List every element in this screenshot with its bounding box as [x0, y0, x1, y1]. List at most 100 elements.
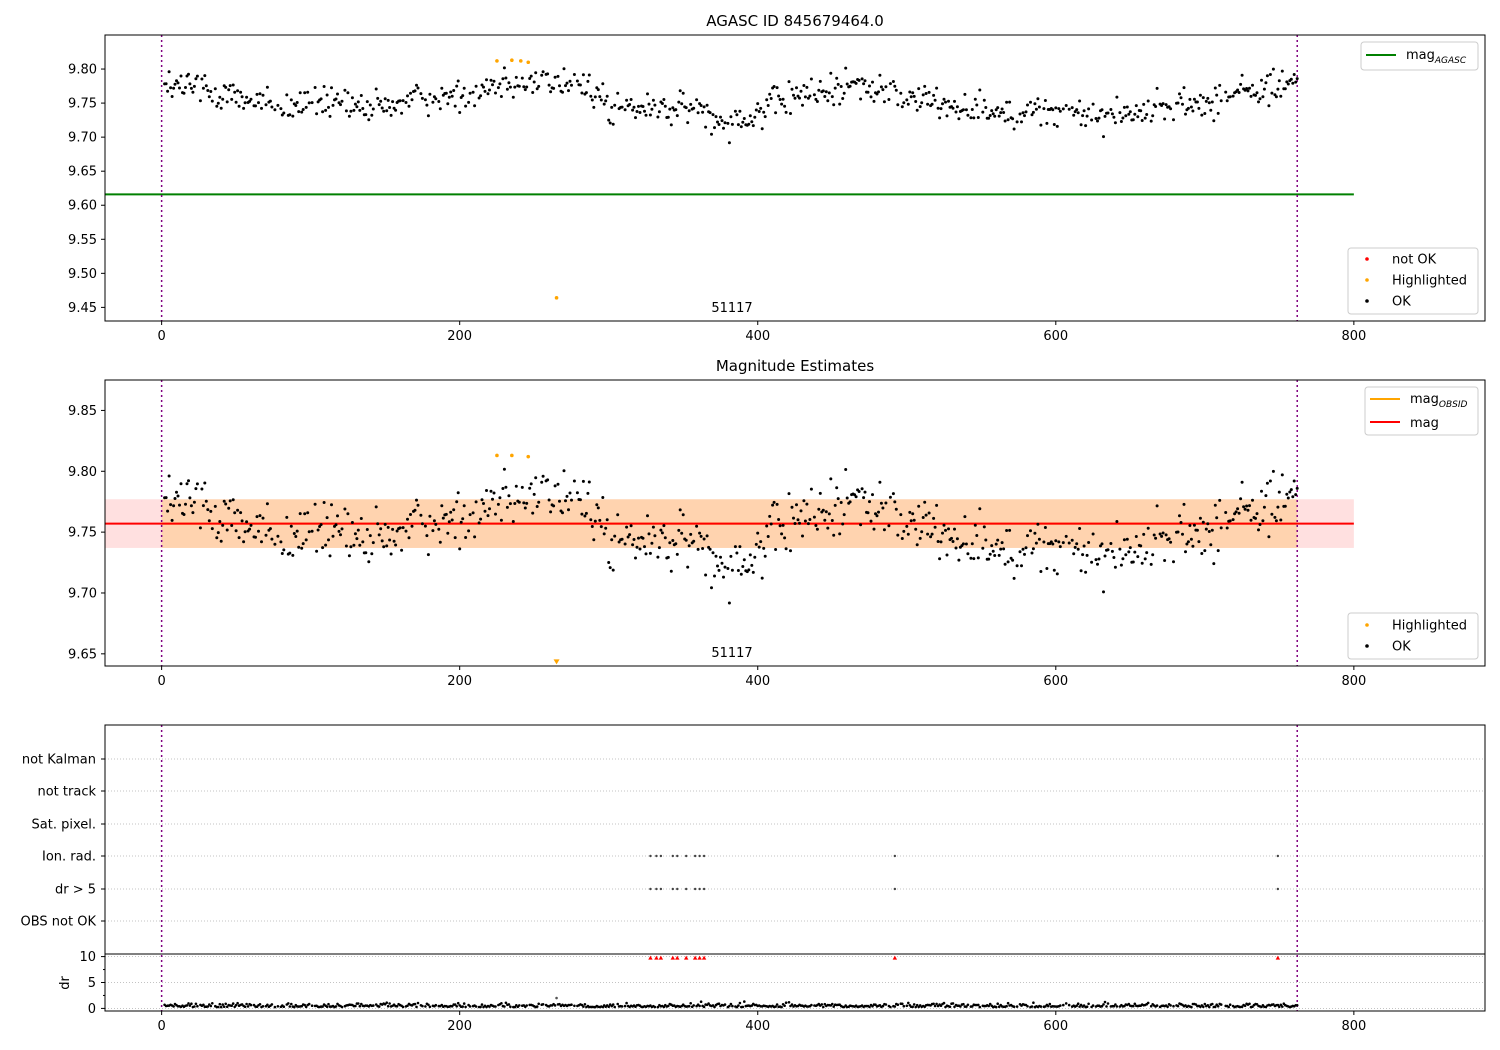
dr-point [868, 1005, 871, 1009]
ok-point [496, 502, 500, 506]
ok-point [300, 110, 304, 114]
ok-point [966, 552, 970, 556]
ok-point [230, 524, 234, 527]
ok-point [677, 528, 681, 532]
ok-point [1042, 107, 1046, 111]
dr-point [896, 1003, 900, 1006]
highlighted-point [526, 60, 531, 65]
dr-point [202, 1003, 205, 1007]
ok-point [210, 99, 214, 103]
y-tick-label: 9.80 [68, 63, 97, 78]
y-tick-label: 9.80 [68, 465, 97, 480]
ok-point [1000, 107, 1004, 111]
ok-point [729, 554, 733, 558]
ok-point [485, 78, 488, 82]
ok-point [1160, 534, 1164, 538]
dr-point [290, 1002, 293, 1006]
ok-point [407, 104, 411, 108]
ok-point [1139, 109, 1143, 113]
ok-point [344, 544, 348, 548]
ok-point [860, 77, 864, 81]
ok-point [1277, 490, 1281, 494]
ok-point [1245, 504, 1249, 508]
ok-point [893, 84, 897, 88]
ok-point [1186, 106, 1190, 110]
ok-point [1191, 544, 1195, 548]
ok-point [511, 95, 515, 99]
ok-point [1218, 83, 1222, 87]
ok-point [231, 83, 235, 87]
ok-point [444, 91, 448, 95]
ok-point [473, 535, 477, 539]
ok-point [1134, 104, 1138, 108]
dr-point [246, 1005, 250, 1008]
ok-point [616, 91, 620, 95]
ok-point [1215, 93, 1219, 97]
ok-point [245, 95, 249, 99]
ok-point [467, 529, 471, 533]
ok-point [355, 537, 359, 541]
dr-point [743, 1000, 746, 1003]
ok-point [537, 84, 541, 88]
ok-point [1052, 568, 1056, 572]
ok-point [322, 501, 326, 504]
ok-point [955, 105, 959, 109]
ok-point [1030, 551, 1034, 555]
dr-point [1006, 1001, 1010, 1005]
ok-point [1096, 119, 1099, 123]
ok-point [525, 85, 529, 89]
ok-point [176, 494, 180, 498]
ok-point [1198, 93, 1202, 97]
ok-point [710, 132, 713, 136]
ok-point [409, 513, 412, 516]
ok-point [830, 519, 834, 522]
ok-point [1143, 116, 1147, 120]
ok-point [680, 531, 684, 535]
ok-point [699, 104, 703, 107]
ok-point [540, 480, 544, 484]
dr-point [962, 1002, 965, 1006]
ok-point [1276, 505, 1280, 509]
ok-point [668, 541, 672, 545]
legend-label: not OK [1392, 253, 1437, 268]
ok-point [192, 84, 196, 88]
ok-point [324, 108, 328, 112]
ok-point [881, 506, 885, 510]
ok-point [634, 116, 637, 120]
ok-point [288, 113, 292, 117]
dr-point [935, 1002, 938, 1006]
ok-point [727, 601, 731, 605]
ok-point [1128, 110, 1132, 114]
ok-point [389, 113, 393, 117]
ok-point [942, 523, 946, 527]
ok-point [1045, 121, 1049, 125]
ok-point [835, 76, 839, 80]
ok-point [1145, 551, 1149, 555]
ok-point [681, 91, 685, 95]
ok-point [1140, 561, 1144, 565]
ok-point [1039, 123, 1043, 127]
flag-label: dr > 5 [55, 883, 96, 898]
dr-point [462, 1002, 466, 1005]
ok-point [628, 533, 632, 537]
ok-point [736, 123, 740, 127]
ok-point [680, 102, 684, 106]
ok-point [736, 569, 740, 572]
dr-point [996, 1002, 999, 1005]
ok-point [428, 92, 432, 96]
ok-point [830, 95, 834, 99]
dr-point [535, 1005, 539, 1008]
ok-point [207, 519, 211, 523]
ok-point [1134, 535, 1138, 538]
ok-point [1139, 544, 1143, 548]
ok-point [605, 518, 609, 522]
dr-point [915, 1003, 919, 1007]
ok-point [464, 536, 468, 539]
ok-point [1280, 473, 1284, 477]
dr-point [978, 1005, 982, 1009]
ok-point [796, 518, 800, 522]
ok-point [254, 535, 257, 539]
ok-point [596, 88, 600, 92]
ok-point [955, 537, 959, 541]
ok-point [1112, 556, 1116, 559]
